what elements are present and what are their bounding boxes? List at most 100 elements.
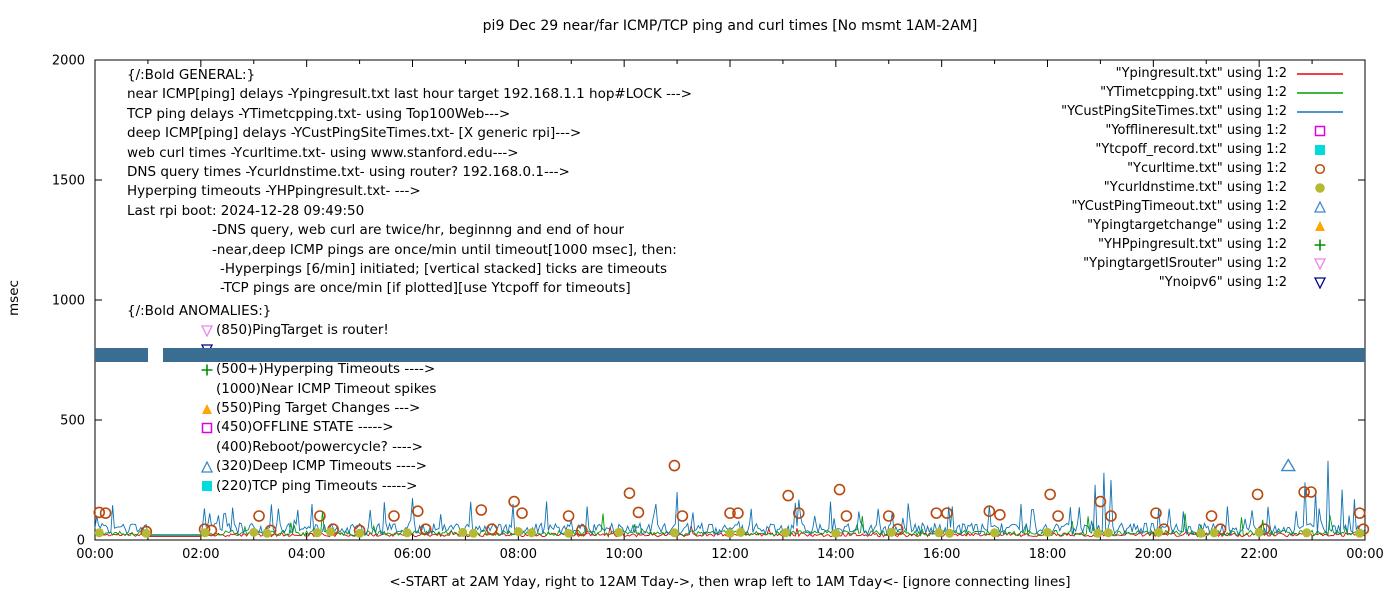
- anomaly-item: (550)Ping Target Changes --->: [201, 399, 436, 418]
- legend-label: "Ypingtargetchange" using 1:2: [1087, 218, 1287, 233]
- legend-item: "YCustPingSiteTimes.txt" using 1:2: [950, 102, 1345, 121]
- svg-text:06:00: 06:00: [394, 547, 431, 562]
- y-axis-label: msec: [6, 280, 22, 316]
- legend-item: "YpingtargetISrouter" using 1:2: [950, 254, 1345, 273]
- legend-item: "YHPpingresult.txt" using 1:2: [950, 235, 1345, 254]
- anomaly-item: (450)OFFLINE STATE ----->: [201, 418, 436, 437]
- anomaly-text: (850)PingTarget is router!: [216, 322, 389, 339]
- general-header: {/:Bold GENERAL:}: [127, 67, 256, 83]
- legend-label: "Ycurltime.txt" using 1:2: [1127, 161, 1287, 176]
- legend-item: "Ynoipv6" using 1:2: [950, 273, 1345, 292]
- legend-label: "Ytcpoff_record.txt" using 1:2: [1095, 142, 1287, 157]
- legend-label: "YCustPingSiteTimes.txt" using 1:2: [1061, 104, 1287, 119]
- svg-text:1000: 1000: [52, 294, 85, 309]
- noipv6-band-segment: [95, 348, 148, 362]
- darkorange-open-circle-icon: [1295, 163, 1345, 175]
- general-line: Hyperping timeouts -YHPpingresult.txt- -…: [127, 183, 421, 200]
- svg-text:02:00: 02:00: [182, 547, 219, 562]
- green-line-icon: [1295, 87, 1345, 99]
- anomaly-item: (320)Deep ICMP Timeouts ---->: [201, 457, 436, 476]
- general-line: -TCP pings are once/min [if plotted][use…: [220, 280, 631, 297]
- legend-label: "Ypingresult.txt" using 1:2: [1115, 66, 1287, 81]
- triangle-down-open-icon: [201, 325, 216, 338]
- svg-text:0: 0: [77, 534, 85, 549]
- legend-item: "Ypingtargetchange" using 1:2: [950, 216, 1345, 235]
- general-line: -DNS query, web curl are twice/hr, begin…: [212, 222, 625, 239]
- svg-text:18:00: 18:00: [1029, 547, 1066, 562]
- legend-label: "YCustPingTimeout.txt" using 1:2: [1071, 199, 1287, 214]
- svg-text:08:00: 08:00: [500, 547, 537, 562]
- general-line: deep ICMP[ping] delays -YCustPingSiteTim…: [127, 125, 582, 142]
- legend-label: "YTimetcpping.txt" using 1:2: [1100, 85, 1287, 100]
- triangle-up-open-icon: [201, 460, 216, 473]
- legend-item: "YTimetcpping.txt" using 1:2: [950, 83, 1345, 102]
- legend-label: "Ycurldnstime.txt" using 1:2: [1103, 180, 1287, 195]
- square-open-icon: [201, 422, 216, 434]
- general-line: -Hyperpings [6/min] initiated; [vertical…: [220, 261, 668, 278]
- svg-text:2000: 2000: [52, 54, 85, 69]
- blue-line-icon: [1295, 106, 1345, 118]
- general-line: TCP ping delays -YTimetcpping.txt- using…: [127, 105, 511, 122]
- cyan-filled-square-icon: [1295, 144, 1345, 156]
- legend: "Ypingresult.txt" using 1:2 "YTimetcpping…: [950, 64, 1345, 292]
- anomalies-annotations: {/:Bold ANOMALIES:} (850)PingTarget is r…: [127, 302, 436, 496]
- plus-icon: [201, 364, 216, 376]
- legend-label: "Ynoipv6" using 1:2: [1158, 275, 1287, 290]
- square-filled-icon: [201, 480, 216, 492]
- svg-text:10:00: 10:00: [605, 547, 642, 562]
- anomaly-text: (320)Deep ICMP Timeouts ---->: [216, 458, 427, 475]
- general-lines: near ICMP[ping] delays -Ypingresult.txt …: [127, 85, 692, 298]
- anomaly-item: (850)PingTarget is router!: [201, 321, 436, 340]
- general-annotations: {/:Bold GENERAL:} near ICMP[ping] delays…: [127, 66, 692, 299]
- anomaly-text: (1000)Near ICMP Timeout spikes: [216, 380, 437, 397]
- triangle-up-filled-icon: [201, 403, 216, 415]
- svg-text:00:00: 00:00: [76, 547, 113, 562]
- anomaly-text: (450)OFFLINE STATE ----->: [216, 419, 394, 436]
- svg-text:14:00: 14:00: [817, 547, 854, 562]
- magenta-open-square-icon: [1295, 125, 1345, 137]
- svg-text:12:00: 12:00: [711, 547, 748, 562]
- legend-item: "Ycurldnstime.txt" using 1:2: [950, 178, 1345, 197]
- svg-text:22:00: 22:00: [1240, 547, 1277, 562]
- legend-item: "Ypingresult.txt" using 1:2: [950, 64, 1345, 83]
- anomaly-item: (1000)Near ICMP Timeout spikes: [201, 380, 436, 399]
- green-plus-icon: [1295, 239, 1345, 251]
- anomaly-text: (400)Reboot/powercycle? ---->: [216, 438, 423, 455]
- svg-text:00:00: 00:00: [1346, 547, 1383, 562]
- orange-filled-triangle-icon: [1295, 220, 1345, 232]
- noipv6-band-segment: [162, 348, 1365, 362]
- red-line-icon: [1295, 68, 1345, 80]
- legend-label: "YHPpingresult.txt" using 1:2: [1098, 237, 1287, 252]
- general-line: DNS query times -Ycurldnstime.txt- using…: [127, 164, 570, 181]
- general-line: Last rpi boot: 2024-12-28 09:49:50: [127, 202, 365, 219]
- legend-item: "Ytcpoff_record.txt" using 1:2: [950, 140, 1345, 159]
- x-axis-label: <-START at 2AM Yday, right to 12AM Tday-…: [389, 574, 1071, 590]
- legend-item: "Yofflineresult.txt" using 1:2: [950, 121, 1345, 140]
- navy-down-triangle-icon: [1295, 276, 1345, 289]
- legend-item: "YCustPingTimeout.txt" using 1:2: [950, 197, 1345, 216]
- violet-down-triangle-icon: [1295, 257, 1345, 270]
- legend-item: "Ycurltime.txt" using 1:2: [950, 159, 1345, 178]
- chart-title: pi9 Dec 29 near/far ICMP/TCP ping and cu…: [482, 18, 978, 34]
- legend-label: "YpingtargetISrouter" using 1:2: [1083, 256, 1287, 271]
- anomaly-item: (400)Reboot/powercycle? ---->: [201, 438, 436, 457]
- svg-text:16:00: 16:00: [923, 547, 960, 562]
- anomaly-text: (220)TCP ping Timeouts ----->: [216, 477, 418, 494]
- anomaly-item: (220)TCP ping Timeouts ----->: [201, 477, 436, 496]
- svg-text:1500: 1500: [52, 174, 85, 189]
- svg-text:04:00: 04:00: [288, 547, 325, 562]
- blue-open-triangle-icon: [1295, 200, 1345, 213]
- anomaly-text: (550)Ping Target Changes --->: [216, 399, 421, 416]
- anomaly-text: (500+)Hyperping Timeouts ---->: [216, 361, 436, 378]
- olive-filled-circle-icon: [1295, 182, 1345, 194]
- anomaly-item: (500+)Hyperping Timeouts ---->: [201, 360, 436, 379]
- anomalies-header: {/:Bold ANOMALIES:}: [127, 303, 272, 319]
- svg-text:500: 500: [60, 414, 85, 429]
- general-line: web curl times -Ycurltime.txt- using www…: [127, 144, 519, 161]
- general-line: -near,deep ICMP pings are once/min until…: [212, 241, 677, 258]
- svg-text:20:00: 20:00: [1135, 547, 1172, 562]
- legend-label: "Yofflineresult.txt" using 1:2: [1105, 123, 1287, 138]
- general-line: near ICMP[ping] delays -Ypingresult.txt …: [127, 86, 692, 103]
